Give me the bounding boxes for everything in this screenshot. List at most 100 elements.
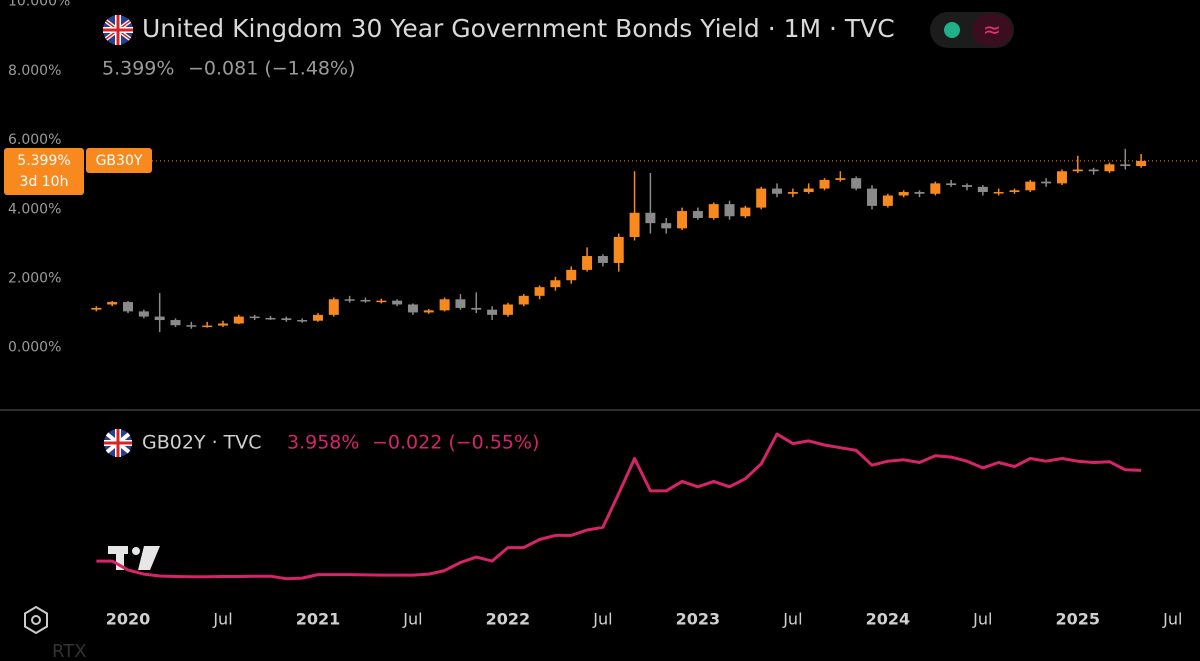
line-series (96, 432, 1142, 581)
candle-body (613, 237, 624, 263)
x-tick-label: 2025 (1056, 610, 1101, 629)
last-value: 5.399% (102, 58, 174, 80)
candle-body (1120, 164, 1131, 167)
candle-body (439, 299, 450, 311)
candle-body (344, 299, 355, 301)
candle-body (154, 316, 165, 321)
candle-body (724, 204, 735, 217)
candle-body (772, 188, 783, 194)
candle-body (502, 304, 513, 315)
price-label: 5.399% (17, 153, 70, 169)
candle-body (946, 183, 957, 186)
candle-body (566, 269, 577, 281)
candle-body (360, 299, 371, 302)
candle-body (392, 300, 403, 305)
candle-body (835, 178, 846, 180)
x-tick-label: 2022 (486, 610, 531, 629)
candle-body (518, 295, 529, 305)
candle-body (534, 287, 545, 296)
candle-body (993, 192, 1004, 194)
candle-body (787, 192, 798, 194)
candle-body (629, 212, 640, 238)
candle-body (312, 314, 323, 321)
candle-body (107, 302, 118, 305)
candle-body (376, 300, 387, 303)
candle-body (455, 299, 466, 308)
candle-body (297, 320, 308, 322)
y-tick-label: 2.000% (8, 271, 61, 287)
candle-body (803, 188, 814, 193)
svg-text:≈: ≈ (983, 18, 1001, 43)
candle-body (708, 204, 719, 218)
candle-body (882, 195, 893, 206)
candle-body (898, 192, 909, 196)
candle-body (249, 316, 260, 319)
candle-body (233, 316, 244, 324)
candle-body (1041, 181, 1052, 184)
candle-body (217, 323, 228, 326)
last-value: 3.958% (287, 432, 359, 454)
x-tick-label: 2023 (676, 610, 721, 629)
candle-body (914, 192, 925, 194)
y-tick-label: 8.000% (8, 63, 61, 79)
watermark: RTX (52, 641, 87, 661)
settings-icon[interactable] (24, 605, 48, 635)
candle-body (961, 185, 972, 187)
x-tick-label: 2024 (866, 610, 911, 629)
candle-body (265, 317, 276, 320)
candle-body (170, 320, 181, 326)
candle-body (138, 311, 149, 317)
x-tick-label: Jul (402, 610, 422, 629)
change: −0.022 (−0.55%) (372, 432, 539, 454)
candle-body (740, 207, 751, 217)
flag (104, 429, 132, 457)
candle-body (867, 188, 878, 206)
candle-body (123, 302, 134, 312)
symbol-box (86, 148, 152, 173)
change: −0.081 (−1.48%) (188, 58, 355, 80)
x-tick-label: Jul (782, 610, 802, 629)
candle-body (487, 309, 498, 315)
candle-body (1136, 160, 1147, 167)
candle-body (1056, 171, 1067, 184)
x-tick-label: 2021 (296, 610, 341, 629)
candle-body (851, 178, 862, 189)
candle-body (281, 318, 292, 321)
flag (103, 15, 133, 45)
candle-body (407, 304, 418, 313)
candle-body (597, 256, 608, 263)
chart-title: United Kingdom 30 Year Government Bonds … (142, 14, 895, 43)
candle-body (550, 280, 561, 288)
x-tick-label: 2020 (106, 610, 151, 629)
toggle[interactable]: ≈ (930, 12, 1014, 48)
candle-body (645, 212, 656, 224)
x-tick-label: Jul (972, 610, 992, 629)
candle-body (1025, 181, 1036, 191)
candle-body (756, 188, 767, 208)
countdown: 3d 10h (20, 174, 69, 190)
logo (108, 546, 160, 570)
y-tick-label: 6.000% (8, 132, 61, 148)
candle-body (202, 325, 213, 328)
pane-title: GB02Y · TVC (142, 432, 262, 454)
candle-body (819, 179, 830, 189)
candle-body (186, 325, 197, 327)
x-tick-label: Jul (1162, 610, 1182, 629)
candle-body (1088, 169, 1099, 172)
candle-body (1104, 164, 1115, 172)
candle-body (1072, 169, 1083, 172)
candle-body (930, 183, 941, 194)
price-label-box (4, 148, 84, 195)
x-tick-label: Jul (212, 610, 232, 629)
x-tick-label: Jul (592, 610, 612, 629)
y-tick-label: 0.000% (8, 340, 61, 356)
symbol-label: GB30Y (96, 153, 143, 169)
candle-body (977, 186, 988, 193)
candle-body (91, 307, 102, 310)
candle-body (471, 307, 482, 310)
y-tick-label: 4.000% (8, 201, 61, 217)
candle-body (1009, 190, 1020, 193)
candle-body (423, 310, 434, 313)
